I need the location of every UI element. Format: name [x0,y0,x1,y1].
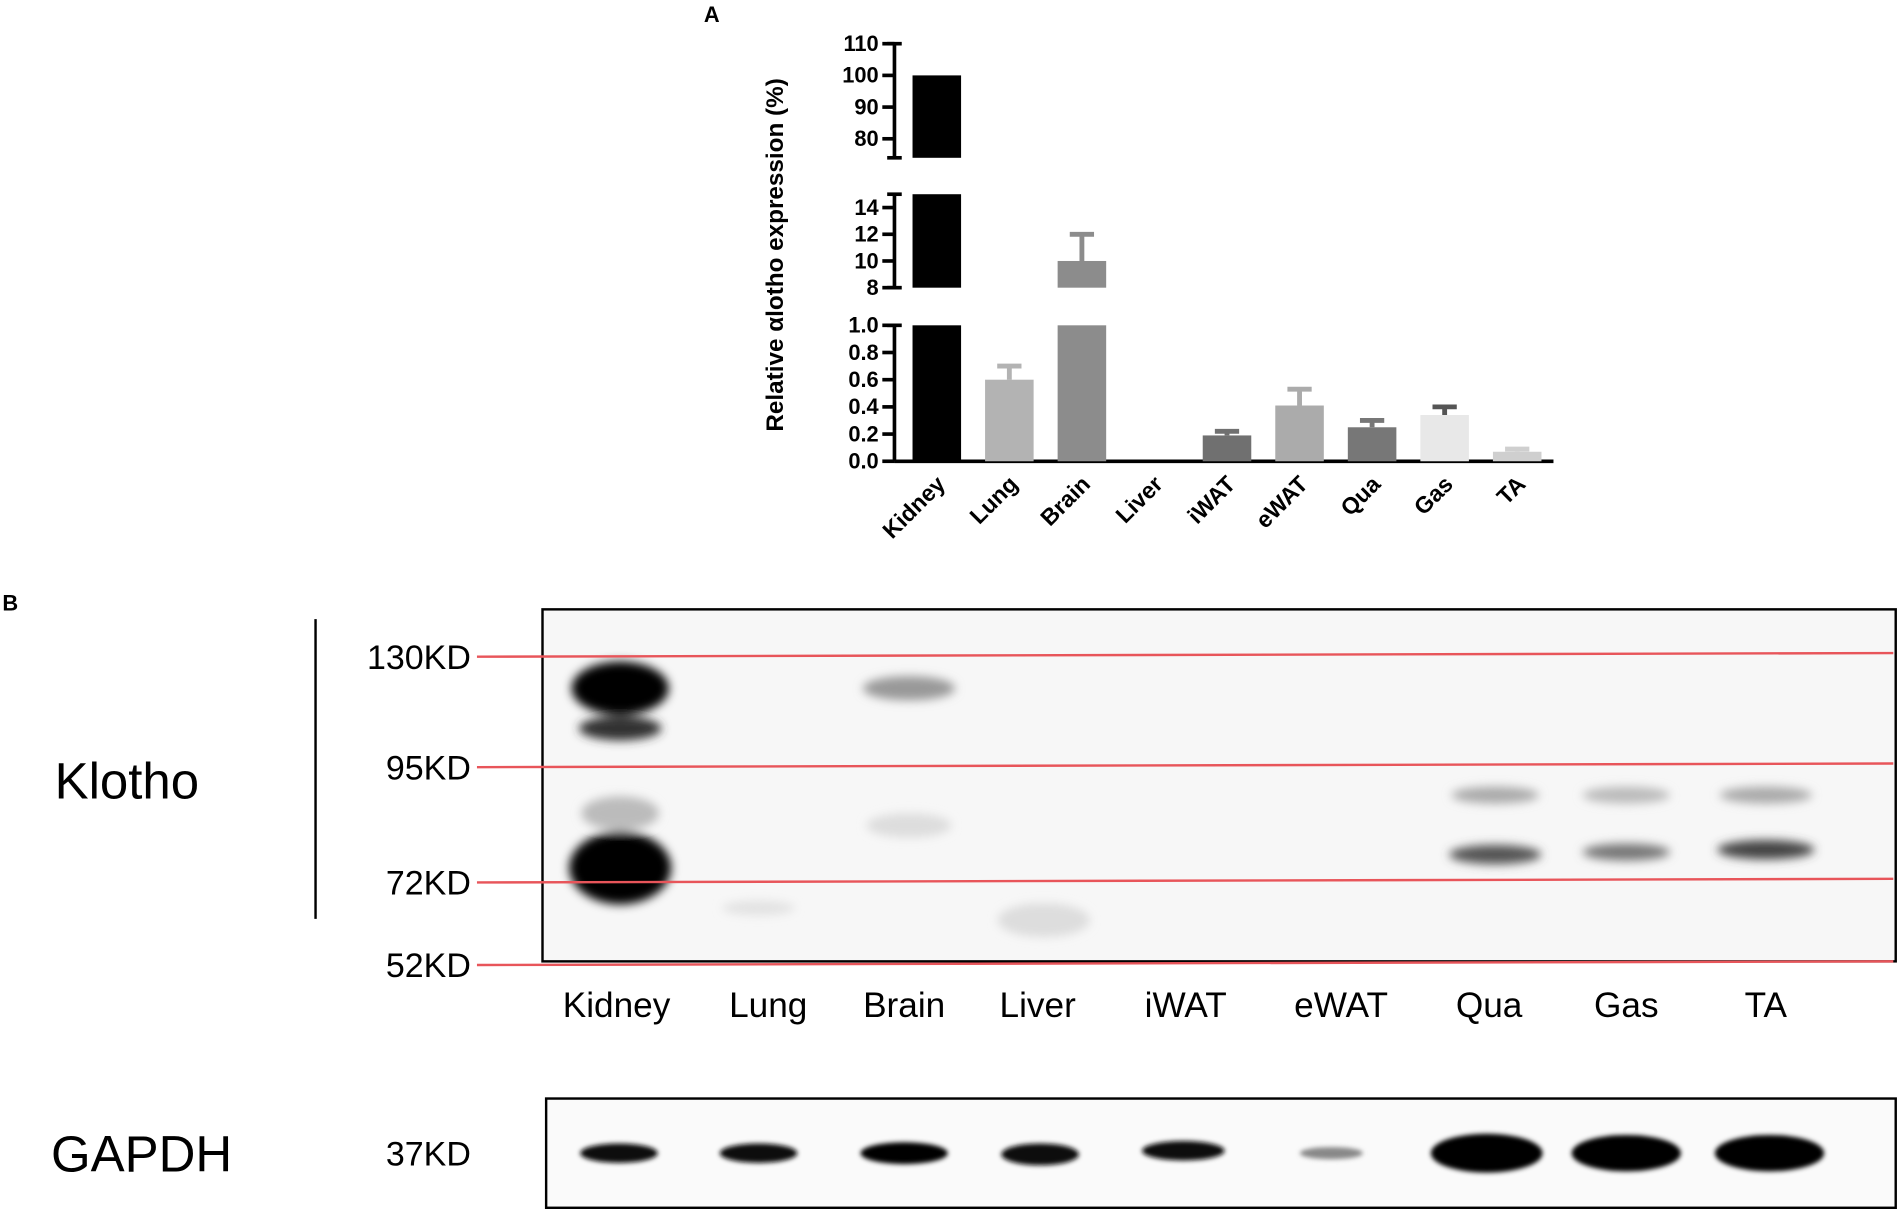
panel-label: B [2,591,18,616]
klotho-blot [541,608,1897,963]
y-tick-label: 8 [867,275,879,300]
error-bar [1287,386,1312,406]
bar [912,75,962,158]
bands [580,1133,1825,1173]
bar [1347,427,1397,462]
marker-label: 95KD [386,749,471,787]
marker-line [476,960,1894,967]
y-tick-label: 1.0 [848,313,878,338]
lane-label: Liver [1000,986,1077,1025]
protein-label: Klotho [55,753,200,810]
error-bar [1359,418,1385,428]
bar [985,379,1034,462]
y-tick-label: 0.6 [848,367,878,392]
bands [569,661,1815,938]
lane-label: Brain [863,986,945,1025]
y-axis-label: Relative αlotho expression (%) [762,78,789,431]
error-bar [1505,446,1530,452]
y-tick-label: 110 [843,31,878,56]
y-tick-label: 14 [854,195,879,220]
bar [1420,415,1469,462]
bar [912,194,962,288]
lane-label: Qua [1456,986,1523,1025]
lane-label: Gas [1594,986,1659,1025]
y-tick-label: 100 [842,63,878,88]
x-tick-label: Qua [1335,471,1385,521]
error-bar [1214,428,1240,436]
y-tick-label: 0.2 [848,421,878,446]
x-tick-label: Brain [1035,471,1095,531]
error-bar [1432,404,1457,416]
marker-line [476,762,1894,769]
y-tick-label: 0.0 [848,449,878,474]
y-tick-label: 0.8 [848,340,878,365]
lane-label: iWAT [1145,986,1227,1025]
control-label: GAPDH [51,1125,232,1182]
lane-label: eWAT [1294,986,1388,1025]
marker-label: 37KD [386,1135,471,1173]
bar [1275,405,1324,462]
lane-label: Kidney [563,986,671,1025]
marker-line [476,877,1894,884]
x-tick-label: Kidney [877,471,950,544]
x-tick-label: iWAT [1182,471,1240,529]
bar [1202,435,1252,462]
marker-label: 130KD [367,639,471,677]
bar [1057,325,1107,462]
x-tick-label: eWAT [1250,471,1312,533]
x-tick-label: Lung [964,471,1022,529]
gapdh-blot [544,1097,1897,1209]
bar [912,325,962,462]
error-bar [1069,231,1095,261]
panel-label: A [704,2,720,27]
marker-label: 72KD [386,865,471,903]
y-tick-label: 90 [854,94,878,119]
x-tick-label: Liver [1110,471,1167,528]
error-bar [997,363,1022,380]
marker-line [476,651,1894,658]
y-tick-label: 12 [854,222,878,247]
y-tick-label: 80 [854,126,878,151]
lane-label: Lung [729,986,807,1025]
y-tick-label: 0.4 [848,394,879,419]
lane-label: TA [1745,986,1788,1025]
bar [1492,451,1542,462]
x-tick-label: TA [1492,470,1531,509]
y-tick-label: 10 [854,248,878,273]
marker-label: 52KD [386,947,471,985]
bar [1057,260,1107,288]
x-tick-label: Gas [1409,471,1458,520]
